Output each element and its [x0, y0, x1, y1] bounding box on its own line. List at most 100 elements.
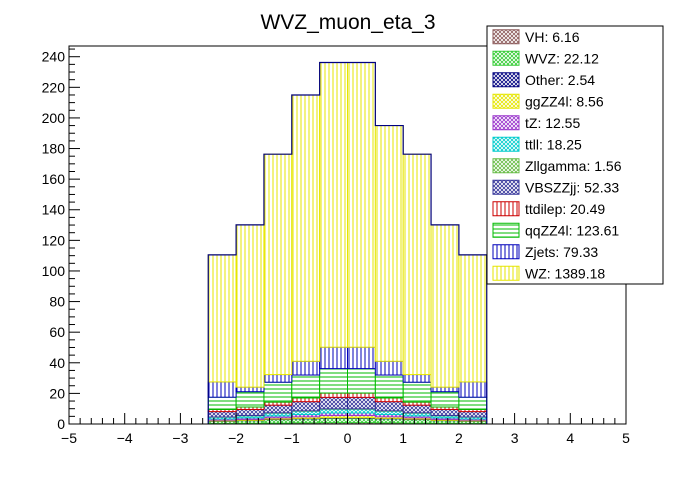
legend: VH: 6.16 WVZ: 22.12 Other: 2.54 ggZZ4l: 8.5… [487, 26, 663, 284]
bar-segment [236, 409, 264, 415]
legend-swatch [493, 94, 519, 108]
legend-swatch [493, 180, 519, 194]
legend-swatch [493, 116, 519, 130]
stacked-bars [208, 63, 487, 424]
legend-entry: Zllgamma: 1.56 [525, 158, 622, 174]
bar-segment [320, 369, 348, 393]
bar-segment [208, 412, 236, 417]
bar-segment [403, 420, 431, 424]
y-tick-label: 140 [42, 202, 66, 218]
bar-segment [292, 375, 320, 398]
legend-swatch [493, 159, 519, 173]
legend-swatch [493, 30, 519, 44]
y-tick-label: 40 [49, 355, 65, 371]
bar-segment [348, 63, 376, 348]
x-tick-label: 5 [622, 430, 630, 446]
bar-segment [208, 397, 236, 409]
chart-title: WVZ_muon_eta_3 [260, 11, 435, 34]
legend-entry: VH: 6.16 [525, 29, 580, 45]
bar-segment [264, 382, 292, 402]
bar-segment [320, 347, 348, 368]
y-tick-label: 160 [42, 171, 66, 187]
legend-entry: Other: 2.54 [525, 72, 595, 88]
bar-segment [375, 375, 403, 398]
legend-entry: ttdilep: 20.49 [525, 201, 605, 217]
bar-segment [236, 225, 264, 387]
legend-swatch [493, 51, 519, 65]
bar-segment [264, 154, 292, 374]
bar-segment [431, 387, 459, 392]
bar-segment [459, 382, 487, 397]
bar-segment [403, 154, 431, 374]
legend-entry: ggZZ4l: 8.56 [525, 93, 604, 109]
bar-segment [375, 402, 403, 411]
y-tick-label: 100 [42, 263, 66, 279]
bar-segment [403, 375, 431, 383]
bar-segment [236, 392, 264, 407]
y-tick-label: 20 [49, 385, 65, 401]
bar-segment [320, 418, 348, 422]
bar-segment [431, 392, 459, 407]
y-tick-label: 80 [49, 294, 65, 310]
x-tick-label: 3 [511, 430, 519, 446]
bar-segment [348, 393, 376, 397]
y-tick-label: 0 [57, 416, 65, 432]
x-tick-label: 0 [344, 430, 352, 446]
bar-segment [459, 397, 487, 409]
bar-segment [208, 382, 236, 397]
legend-swatch [493, 73, 519, 87]
bar-segment [375, 361, 403, 375]
bar-segment [403, 405, 431, 413]
bar-segment [292, 411, 320, 414]
x-tick-label: 2 [455, 430, 463, 446]
x-tick-label: 1 [399, 430, 407, 446]
bar-segment [431, 409, 459, 415]
bar-segment [375, 411, 403, 414]
bar-segment [348, 369, 376, 393]
bar-segment [375, 419, 403, 423]
bar-segment [292, 419, 320, 423]
bar-segment [431, 225, 459, 387]
bar-segment [348, 418, 376, 422]
bar-segment [320, 397, 348, 408]
bar-segment [264, 420, 292, 424]
y-tick-label: 200 [42, 110, 66, 126]
x-tick-label: −5 [61, 430, 77, 446]
x-tick-label: −2 [228, 430, 244, 446]
legend-swatch [493, 245, 519, 259]
legend-entry: ttll: 18.25 [525, 136, 582, 152]
bar-segment [459, 255, 487, 382]
bar-segment [375, 126, 403, 362]
bar-segment [292, 95, 320, 361]
x-tick-label: −1 [284, 430, 300, 446]
bar-segment [348, 347, 376, 368]
legend-entry: VBSZZjj: 52.33 [525, 179, 619, 195]
x-tick-label: 4 [566, 430, 574, 446]
bar-segment [208, 255, 236, 382]
bar-segment [348, 397, 376, 408]
bar-segment [292, 361, 320, 375]
legend-swatch [493, 137, 519, 151]
bar-segment [292, 402, 320, 411]
y-tick-label: 120 [42, 232, 66, 248]
y-tick-label: 60 [49, 324, 65, 340]
legend-entry: qqZZ4l: 123.61 [525, 222, 619, 238]
y-tick-label: 180 [42, 141, 66, 157]
legend-entry: tZ: 12.55 [525, 115, 580, 131]
bar-segment [375, 398, 403, 402]
legend-entry: WVZ: 22.12 [525, 50, 599, 66]
legend-swatch [493, 202, 519, 216]
legend-entry: Zjets: 79.33 [525, 244, 598, 260]
bar-segment [403, 382, 431, 402]
bar-segment [292, 398, 320, 402]
legend-swatch [493, 266, 519, 280]
legend-swatch [493, 223, 519, 237]
bar-segment [236, 387, 264, 392]
bar-segment [459, 412, 487, 417]
bar-segment [320, 63, 348, 348]
bar-segment [348, 409, 376, 413]
x-tick-label: −3 [172, 430, 188, 446]
